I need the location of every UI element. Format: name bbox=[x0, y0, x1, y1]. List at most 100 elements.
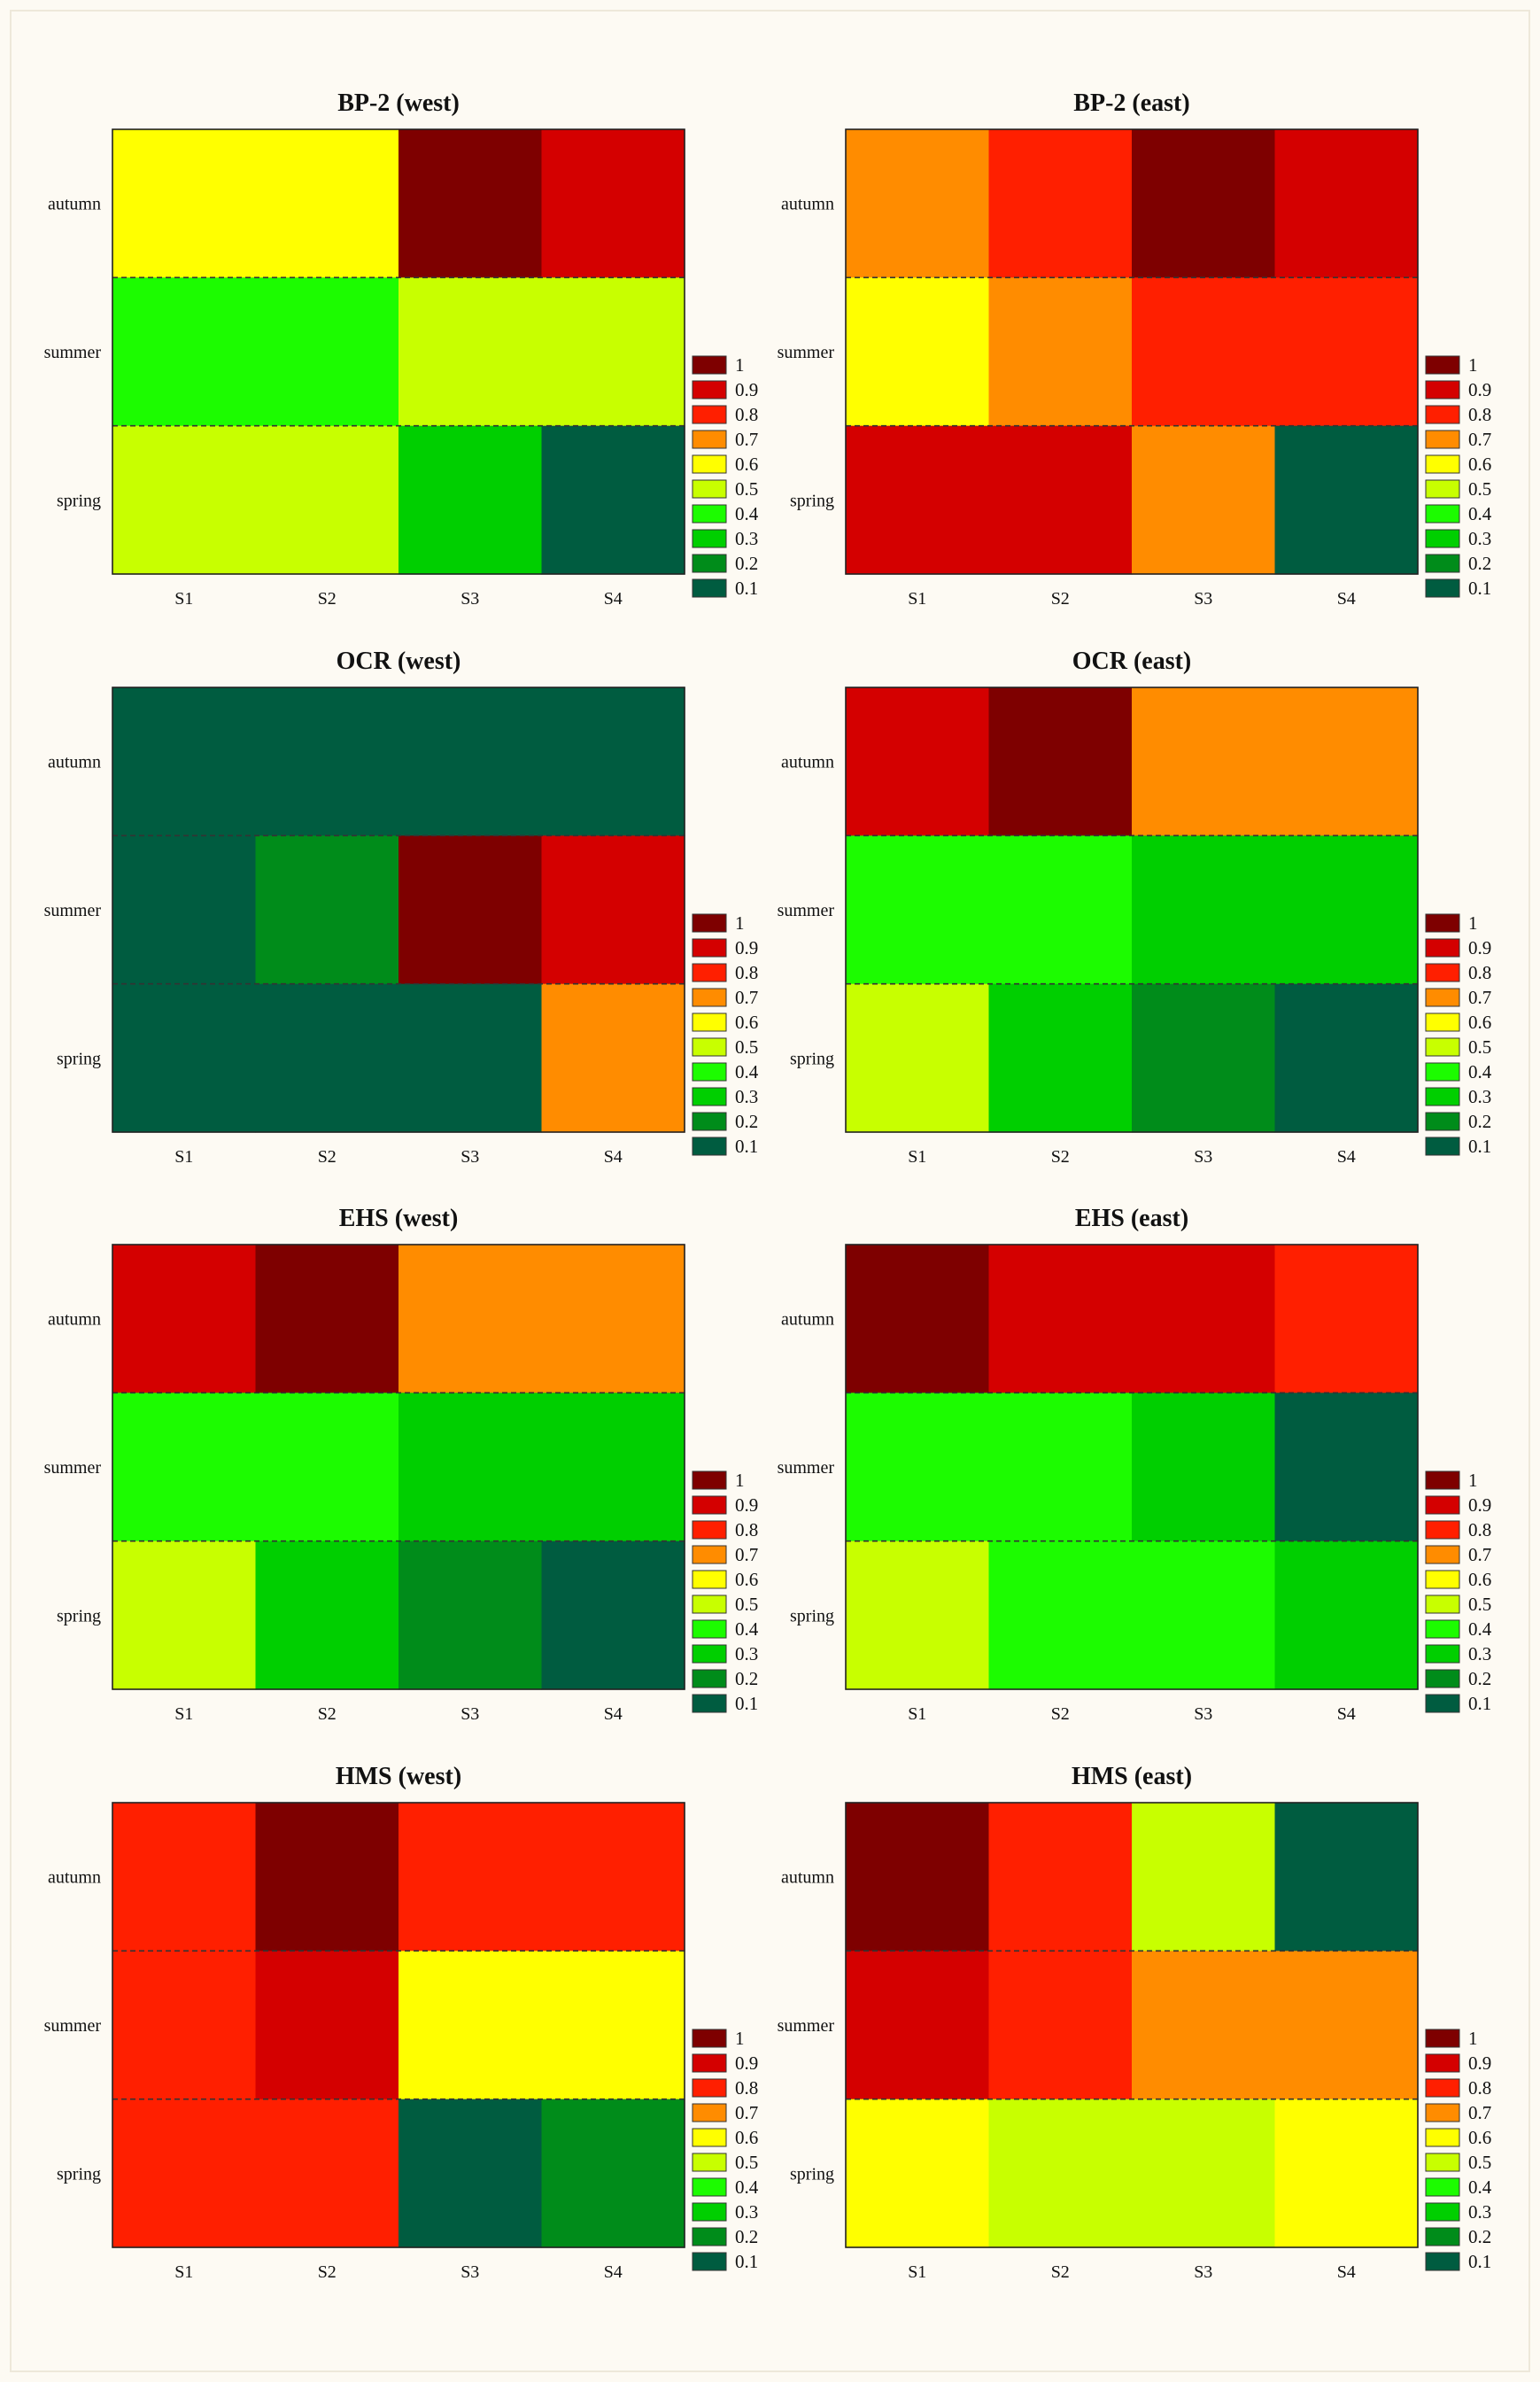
heatmap-cell-summer-s2 bbox=[988, 1951, 1133, 2100]
y-tick-label: spring bbox=[790, 1606, 834, 1626]
legend-swatch bbox=[1425, 2252, 1460, 2271]
legend-label: 1 bbox=[735, 1470, 745, 1491]
heatmap-cell-spring-s4 bbox=[1274, 2099, 1419, 2248]
heatmap-cell-autumn-s3 bbox=[1132, 1245, 1276, 1393]
legend-label: 0.1 bbox=[1468, 1136, 1491, 1157]
legend-label: 0.6 bbox=[1468, 1569, 1491, 1590]
legend-swatch bbox=[692, 1062, 727, 1082]
x-tick-label: S2 bbox=[1051, 2262, 1070, 2282]
legend-label: 0.9 bbox=[735, 2052, 758, 2074]
heatmap-cell-autumn-s3 bbox=[399, 687, 543, 836]
heatmap-cell-spring-s3 bbox=[399, 1540, 543, 1690]
heatmap-cell-spring-s3 bbox=[1132, 983, 1276, 1133]
heatmap-cell-summer-s2 bbox=[988, 277, 1133, 427]
legend-swatch bbox=[1425, 1594, 1460, 1614]
heatmap-cell-summer-s1 bbox=[112, 1951, 257, 2100]
heatmap-cell-summer-s3 bbox=[1132, 1951, 1276, 2100]
legend-label: 0.7 bbox=[735, 1544, 758, 1565]
legend-swatch bbox=[1425, 504, 1460, 524]
heatmap-cell-summer-s1 bbox=[846, 835, 990, 985]
legend-swatch bbox=[692, 1037, 727, 1057]
chart-title: OCR (east) bbox=[1072, 648, 1192, 675]
heatmap-cell-spring-s1 bbox=[846, 425, 990, 575]
legend-label: 0.6 bbox=[1468, 1012, 1491, 1033]
legend-swatch bbox=[1425, 2153, 1460, 2172]
legend-label: 0.9 bbox=[1468, 379, 1491, 400]
heatmap-ocr-west: OCR (west) autumn summer spring S1 S2 S3 S4 1 0.9… bbox=[44, 648, 759, 1167]
legend-label: 0.9 bbox=[735, 1494, 758, 1516]
legend-label: 0.8 bbox=[1468, 2077, 1491, 2099]
legend-swatch bbox=[1425, 2202, 1460, 2222]
heatmap-cell-summer-s1 bbox=[112, 277, 257, 427]
heatmap-cell-autumn-s1 bbox=[112, 1245, 257, 1393]
heatmap-cell-summer-s4 bbox=[541, 277, 685, 427]
legend-label: 0.5 bbox=[1468, 478, 1491, 500]
legend-swatch bbox=[692, 454, 727, 474]
legend-label: 0.2 bbox=[1468, 1668, 1491, 1689]
legend-swatch bbox=[692, 988, 727, 1007]
heatmap-cell-autumn-s3 bbox=[399, 1245, 543, 1393]
x-tick-label: S1 bbox=[174, 2262, 193, 2282]
heatmap-cell-autumn-s3 bbox=[1132, 129, 1276, 278]
heatmap-cell-summer-s3 bbox=[399, 1951, 543, 2100]
plot-border bbox=[845, 1244, 1419, 1690]
heatmap-cell-autumn-s1 bbox=[846, 687, 990, 836]
heatmap-cell-spring-s2 bbox=[988, 983, 1133, 1133]
x-tick-label: S2 bbox=[1051, 1147, 1070, 1167]
legend-label: 0.1 bbox=[735, 2251, 758, 2272]
legend-label: 0.7 bbox=[1468, 987, 1491, 1008]
x-tick-label: S2 bbox=[318, 589, 337, 609]
legend-swatch bbox=[692, 2103, 727, 2122]
y-tick-label: autumn bbox=[48, 1310, 101, 1330]
legend-swatch bbox=[692, 355, 727, 375]
heatmap-cell-summer-s4 bbox=[541, 1393, 685, 1542]
heatmap-cell-autumn-s2 bbox=[988, 687, 1133, 836]
heatmap-cell-summer-s2 bbox=[255, 1951, 399, 2100]
legend-swatch bbox=[692, 2029, 727, 2048]
x-tick-label: S4 bbox=[604, 1147, 623, 1167]
y-tick-label: summer bbox=[44, 901, 102, 920]
chart-title: OCR (west) bbox=[337, 648, 461, 675]
legend-label: 0.9 bbox=[1468, 937, 1491, 958]
legend-swatch bbox=[1425, 1087, 1460, 1106]
heatmap-cell-spring-s1 bbox=[112, 983, 257, 1133]
legend-swatch bbox=[1425, 479, 1460, 499]
x-tick-label: S2 bbox=[318, 1147, 337, 1167]
legend-swatch bbox=[1425, 2029, 1460, 2048]
legend-swatch bbox=[692, 529, 727, 548]
legend-label: 0.3 bbox=[1468, 2201, 1491, 2223]
legend-swatch bbox=[1425, 430, 1460, 449]
chart-title: BP-2 (east) bbox=[1073, 89, 1189, 117]
heatmap-cell-summer-s2 bbox=[988, 835, 1133, 985]
x-tick-label: S4 bbox=[1337, 2262, 1356, 2282]
x-tick-label: S4 bbox=[604, 2262, 623, 2282]
legend-swatch bbox=[1425, 1112, 1460, 1131]
heatmap-cell-spring-s4 bbox=[1274, 425, 1419, 575]
legend-label: 0.7 bbox=[735, 987, 758, 1008]
heatmap-cell-spring-s4 bbox=[541, 1540, 685, 1690]
y-tick-label: spring bbox=[790, 1049, 834, 1068]
chart-title: HMS (east) bbox=[1072, 1763, 1192, 1790]
legend-swatch bbox=[692, 1137, 727, 1156]
y-tick-label: autumn bbox=[48, 753, 101, 772]
legend-label: 0.6 bbox=[735, 1012, 758, 1033]
legend-label: 0.5 bbox=[1468, 1036, 1491, 1058]
legend-swatch bbox=[692, 479, 727, 499]
legend-swatch bbox=[1425, 380, 1460, 400]
heatmap-cell-autumn-s1 bbox=[112, 1803, 257, 1951]
legend-label: 0.2 bbox=[735, 1668, 758, 1689]
heatmap-cell-spring-s2 bbox=[255, 425, 399, 575]
legend-label: 0.1 bbox=[735, 578, 758, 599]
y-tick-label: autumn bbox=[781, 1868, 834, 1888]
x-tick-label: S3 bbox=[1194, 589, 1212, 609]
heatmap-cell-summer-s3 bbox=[399, 1393, 543, 1542]
chart-title: EHS (east) bbox=[1075, 1205, 1188, 1232]
legend-label: 0.4 bbox=[1468, 1061, 1492, 1082]
legend-label: 0.4 bbox=[735, 2176, 759, 2198]
heatmap-cell-summer-s4 bbox=[1274, 835, 1419, 985]
x-tick-label: S4 bbox=[604, 1704, 623, 1724]
heatmap-cell-autumn-s1 bbox=[846, 129, 990, 278]
x-tick-label: S2 bbox=[1051, 589, 1070, 609]
y-tick-label: summer bbox=[778, 1458, 835, 1478]
heatmap-cell-autumn-s3 bbox=[399, 1803, 543, 1951]
